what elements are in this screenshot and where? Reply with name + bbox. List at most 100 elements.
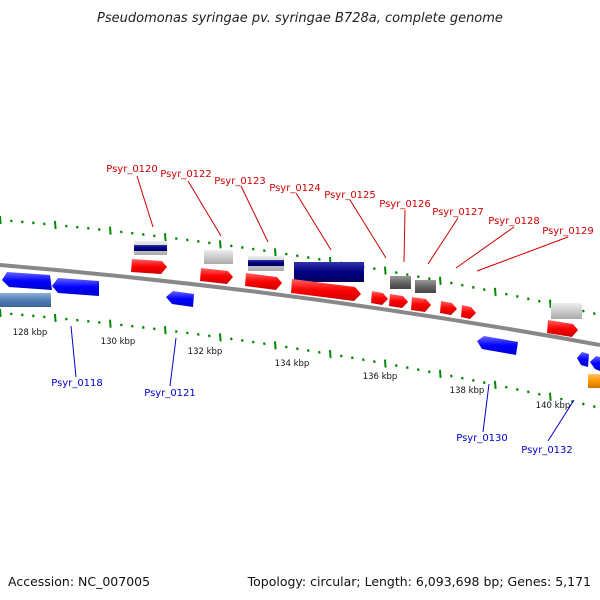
upper-track-tick — [31, 221, 35, 225]
scale-label-128: 128 kbp — [13, 328, 48, 338]
upper-track-tick — [515, 295, 519, 298]
upper-track-tick — [97, 228, 101, 231]
lower-track-tick — [219, 333, 222, 342]
cds-psyr-0131 — [577, 352, 589, 367]
lower-track-tick — [207, 334, 211, 338]
forward-gene-labels: Psyr_0120 Psyr_0122 Psyr_0123 Psyr_0124 … — [106, 164, 594, 237]
upper-track-tick — [196, 239, 200, 243]
reverse-gene-labels: Psyr_0118 Psyr_0121 Psyr_0130 Psyr_0132 — [51, 378, 573, 456]
upper-track-tick — [152, 234, 156, 238]
upper-track-tick — [229, 244, 233, 248]
cds-psyr-0127 — [411, 297, 431, 312]
lower-track-tick — [394, 364, 398, 368]
forward-features — [131, 241, 582, 337]
lower-track-tick — [295, 347, 299, 351]
lower-track-tick — [20, 313, 24, 317]
cds-edge — [590, 356, 600, 371]
reverse-leaders — [70, 325, 575, 442]
upper-track-tick — [174, 237, 178, 241]
lower-track-tick — [549, 392, 552, 401]
cds-right — [547, 320, 578, 337]
genome-backbone — [0, 263, 600, 347]
gene-label-psyr-0122: Psyr_0122 — [160, 169, 212, 180]
upper-track-tick — [439, 276, 442, 285]
feature-grey-b — [551, 303, 582, 319]
scale-label-140: 140 kbp — [536, 401, 571, 411]
upper-track-tick — [207, 241, 211, 245]
upper-track-tick — [284, 252, 288, 256]
feature-trna-b — [415, 280, 436, 293]
upper-track-tick — [526, 297, 530, 301]
upper-track-tick — [119, 230, 123, 234]
cds-psyr-0120 — [131, 259, 167, 274]
forward-leaders — [136, 175, 569, 272]
gene-label-psyr-0126: Psyr_0126 — [379, 199, 431, 210]
cds-psyr-0122 — [200, 268, 233, 284]
upper-track-tick — [372, 267, 376, 271]
lower-track-tick — [592, 405, 596, 409]
gene-label-psyr-0121: Psyr_0121 — [144, 388, 196, 399]
lower-track-tick — [416, 368, 420, 372]
upper-track-tick — [75, 225, 79, 229]
lower-track-tick — [372, 360, 376, 364]
lower-track-tick — [284, 345, 288, 349]
lower-track-tick — [229, 337, 233, 341]
cds-psyr-0126 — [389, 294, 408, 308]
lower-track-tick — [460, 376, 464, 380]
upper-track-tick — [20, 220, 24, 224]
upper-track-tick — [42, 222, 46, 226]
gene-label-psyr-0127: Psyr_0127 — [432, 207, 484, 218]
lower-track-tick — [109, 319, 112, 328]
upper-track-tick — [592, 312, 596, 316]
upper-track-tick — [504, 292, 508, 296]
gene-label-psyr-0118: Psyr_0118 — [51, 378, 103, 389]
lower-track-tick — [42, 315, 46, 319]
feature-steel — [0, 293, 51, 307]
lower-track-tick — [262, 342, 266, 346]
topology-text: Topology: circular; Length: 6,093,698 bp… — [247, 574, 591, 589]
feature-grey — [204, 250, 233, 264]
upper-track-tick — [164, 233, 167, 242]
lower-track-tick — [119, 323, 123, 327]
lower-track-tick — [515, 388, 519, 391]
lower-track-tick — [350, 356, 354, 360]
accession-text: Accession: NC_007005 — [8, 574, 150, 589]
lower-track-tick — [361, 358, 365, 362]
upper-track-tick — [54, 220, 57, 230]
upper-track-tick — [494, 287, 497, 296]
lower-track-tick — [306, 349, 310, 352]
upper-track-tick — [86, 226, 90, 230]
upper-track-tick — [306, 256, 310, 259]
lower-track-tick — [274, 341, 277, 350]
lower-track-tick — [141, 326, 145, 329]
cds-psyr-0130 — [477, 336, 518, 355]
lower-track-tick — [164, 326, 167, 335]
gene-label-psyr-0123: Psyr_0123 — [214, 176, 266, 187]
scale-label-136: 136 kbp — [363, 372, 398, 382]
upper-track-tick — [537, 299, 541, 303]
gene-label-psyr-0130: Psyr_0130 — [456, 433, 508, 444]
cds-psyr-0128 — [440, 301, 457, 315]
gene-label-psyr-0129: Psyr_0129 — [542, 226, 594, 237]
upper-track-tick — [405, 273, 409, 277]
lower-track-tick — [64, 317, 68, 321]
gene-label-psyr-0128: Psyr_0128 — [488, 216, 540, 227]
scale-label-134: 134 kbp — [275, 359, 310, 369]
upper-track-tick — [109, 226, 112, 235]
lower-track-tick — [196, 332, 200, 336]
gene-label-psyr-0132: Psyr_0132 — [521, 445, 573, 456]
feature-rrna-core — [134, 245, 167, 251]
cds-psyr-0123 — [245, 273, 282, 290]
feature-trna-a — [390, 276, 411, 289]
lower-track-tick — [329, 350, 332, 359]
upper-track-tick — [0, 215, 2, 225]
upper-track-tick — [581, 309, 585, 313]
upper-track-tick — [141, 233, 145, 236]
upper-track-tick — [130, 231, 134, 235]
lower-track-tick — [251, 340, 255, 344]
lower-track-tick — [581, 402, 585, 406]
lower-track-tick — [54, 313, 57, 323]
upper-track-tick — [482, 288, 486, 292]
